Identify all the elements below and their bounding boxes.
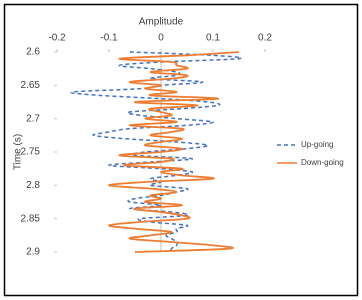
y-tick-label: 2.9 [26, 247, 40, 258]
y-axis-title: Time (s) [13, 134, 24, 170]
y-tick-label: 2.6 [26, 47, 40, 58]
series-line [70, 51, 242, 253]
series-line [108, 51, 240, 253]
x-tick-label: 0.2 [258, 33, 272, 44]
x-tick-label: 0 [158, 33, 164, 44]
y-tick-label: 2.8 [26, 180, 40, 191]
x-axis-title: Amplitude [139, 17, 184, 28]
y-tick-label: 2.85 [21, 213, 41, 224]
y-tick-label: 2.75 [21, 147, 41, 158]
x-tick-label: -0.2 [48, 33, 66, 44]
x-tick-label: -0.1 [100, 33, 118, 44]
legend-label: Up-going [301, 140, 333, 149]
y-tick-label: 2.65 [21, 80, 41, 91]
x-tick-label: 0.1 [206, 33, 220, 44]
y-tick-label: 2.7 [26, 113, 40, 124]
legend-label: Down-going [301, 158, 344, 167]
